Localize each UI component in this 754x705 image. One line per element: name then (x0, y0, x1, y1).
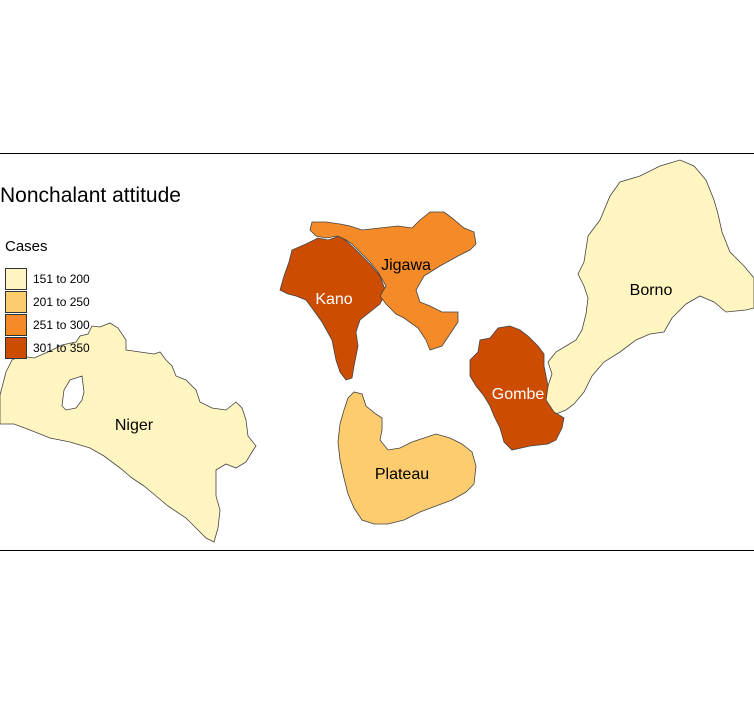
legend-item-label: 201 to 250 (33, 295, 90, 309)
region-label-borno: Borno (630, 282, 673, 299)
region-jigawa[interactable] (309, 211, 477, 351)
region-kano[interactable] (279, 235, 387, 381)
legend-swatch (5, 337, 27, 359)
region-label-plateau: Plateau (375, 466, 429, 483)
region-gombe[interactable] (469, 325, 565, 451)
region-plateau[interactable] (337, 391, 477, 525)
legend-swatch (5, 291, 27, 313)
legend-swatch (5, 268, 27, 290)
legend-title: Cases (5, 238, 48, 255)
map-title: Nonchalant attitude (0, 184, 181, 207)
region-label-kano: Kano (315, 291, 352, 308)
map-frame (0, 153, 754, 551)
region-borno[interactable] (545, 159, 754, 415)
region-niger[interactable] (0, 322, 257, 543)
legend-swatch (5, 314, 27, 336)
legend-item-label: 251 to 300 (33, 318, 90, 332)
region-label-niger: Niger (115, 417, 154, 434)
legend-item-label: 151 to 200 (33, 272, 90, 286)
legend-item-label: 301 to 350 (33, 341, 90, 355)
region-label-gombe: Gombe (492, 386, 545, 403)
region-label-jigawa: Jigawa (381, 257, 431, 274)
